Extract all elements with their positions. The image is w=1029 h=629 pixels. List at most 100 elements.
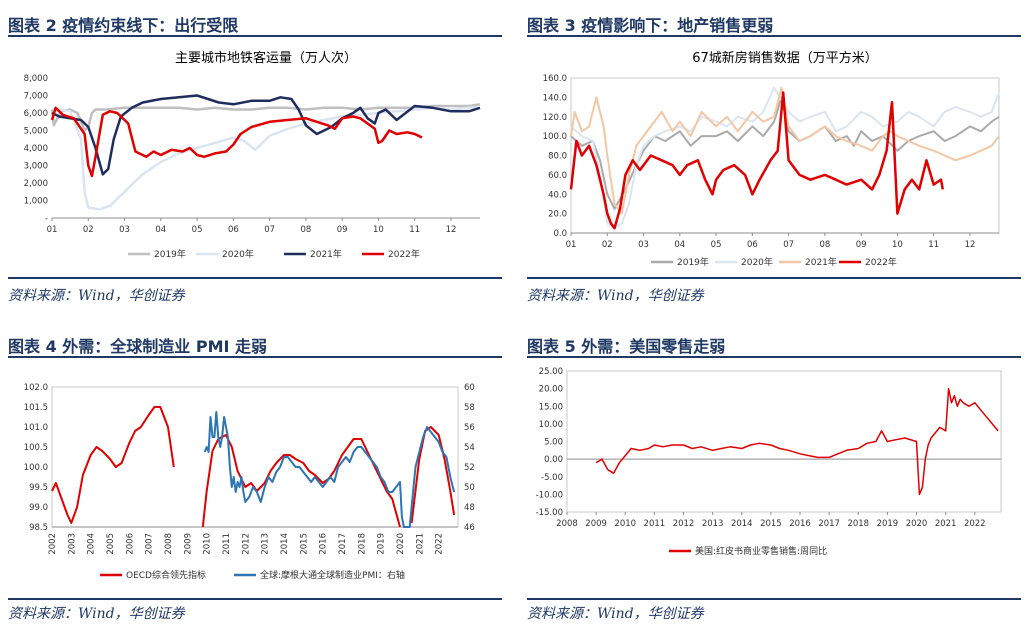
x-tick-label: 2014 [731,519,753,529]
source-divider [8,598,502,600]
y2-tick-label: 58 [464,403,475,413]
y-tick-label: 15.00 [539,402,563,412]
y-tick-label: 1,000 [24,197,48,207]
chart-title: 主要城市地铁客运量（万人次） [175,50,357,66]
x-tick-label: 09 [337,225,348,235]
series-line [570,96,1000,210]
source-note: 资料来源：Wind，华创证券 [8,288,185,304]
x-tick-label: 2011 [644,519,666,529]
y-tick-label: 25.00 [539,367,563,377]
chart-title: 67城新房销售数据（万平方米） [692,50,878,66]
y-tick-label: 20.0 [548,210,567,220]
figure-title: 图表 2 疫情约束线下：出行受限 [8,16,239,35]
legend-label: 全球:摩根大通全球制造业PMI：右轴 [260,569,405,581]
series-line [51,406,456,528]
figure-panel: 图表 3 疫情影响下：地产销售更弱 67城新房销售数据（万平方米） 0.0 20.0… [527,6,1021,311]
plot-frame [51,386,459,528]
x-tick-label: 11 [928,240,939,250]
series-line [570,86,1000,215]
legend-label: 美国:红皮书商业零售销售:周同比 [695,545,827,557]
legend-label: 2022年 [865,256,897,268]
x-tick-label: 05 [711,240,722,250]
figure-panel: 图表 5 外需：美国零售走弱 -15.00 -10.00 -5.00 0.00 5.00… [527,327,1021,627]
x-tick-label: 2010 [203,533,213,555]
figure-header: 图表 2 疫情约束线下：出行受限 [8,6,502,37]
series-line [569,91,945,230]
y-tick-label: -10.00 [536,490,563,500]
x-tick-label: 08 [819,240,830,250]
y-tick-label: 0.0 [553,229,567,239]
x-tick-label: 06 [228,225,239,235]
x-tick-label: 2015 [760,519,782,529]
y-tick-label: 120.0 [543,113,567,123]
x-tick-label: 2009 [585,519,607,529]
x-tick-label: 2019 [877,519,899,529]
legend-label: 2022年 [388,248,420,260]
x-tick-label: 2020 [396,533,406,555]
source-divider [8,277,502,279]
y-tick-label: 80.0 [548,152,567,162]
x-tick-label: 12 [965,240,976,250]
x-tick-label: 2008 [164,533,174,555]
legend-label: 2020年 [222,248,254,260]
y-tick-label: 40.0 [548,190,567,200]
x-tick-label: 2012 [673,519,695,529]
y-tick-label: 98.5 [29,523,48,533]
x-tick-label: 2006 [125,533,135,555]
y-tick-label: 100.0 [24,463,48,473]
x-tick-label: 2015 [299,533,309,555]
y-tick-label: -15.00 [536,508,563,518]
y-tick-label: 102.0 [24,383,48,393]
x-tick-label: 2014 [280,533,290,555]
x-tick-label: 03 [119,225,130,235]
x-tick-label: 2022 [964,519,986,529]
x-tick-label: 2004 [87,533,97,555]
x-tick-label: 2003 [67,533,77,555]
x-tick-label: 05 [192,225,203,235]
x-tick-label: 2009 [183,533,193,555]
y2-tick-label: 48 [464,503,475,513]
y-tick-label: 8,000 [24,74,48,84]
legend-label: 2021年 [805,256,837,268]
x-tick-label: 2005 [106,533,116,555]
figure-panel: 图表 2 疫情约束线下：出行受限 主要城市地铁客运量（万人次） - 1,000 2,0… [8,6,502,311]
source-divider [527,598,1021,600]
x-tick-label: 07 [264,225,275,235]
y-tick-label: 160.0 [543,74,567,84]
legend-label: OECD综合领先指标 [126,569,206,581]
x-tick-label: 2016 [789,519,811,529]
y-tick-label: 2,000 [24,179,48,189]
x-tick-label: 2013 [702,519,724,529]
y2-tick-label: 46 [464,523,475,533]
series-line [50,106,423,178]
x-tick-label: 09 [856,240,867,250]
chart-svg: 主要城市地铁客运量（万人次） - 1,000 2,000 3,000 4,000 5,000… [24,50,481,260]
x-tick-label: 03 [638,240,649,250]
source-note: 资料来源：Wind，华创证券 [527,288,704,304]
y-tick-label: 4,000 [24,144,48,154]
source-divider [527,277,1021,279]
x-tick-label: 2017 [818,519,840,529]
y2-tick-label: 54 [464,443,475,453]
figure-title: 图表 3 疫情影响下：地产销售更弱 [527,16,774,35]
x-tick-label: 2016 [319,533,329,555]
x-tick-label: 11 [409,225,420,235]
y-tick-label: 10.00 [539,420,563,430]
figure-title: 图表 4 外需：全球制造业 PMI 走弱 [8,337,268,356]
y2-tick-label: 52 [464,463,475,473]
x-tick-label: 12 [446,225,457,235]
source-note: 资料来源：Wind，华创证券 [8,606,185,622]
legend-label: 2021年 [310,248,342,260]
y-tick-label: 101.5 [24,403,48,413]
y-tick-label: -5.00 [541,473,563,483]
x-tick-label: 07 [783,240,794,250]
x-tick-label: 2018 [357,533,367,555]
title-divider [8,35,502,37]
series-line [51,106,480,211]
x-tick-label: 2002 [48,533,58,555]
chart-svg: -15.00 -10.00 -5.00 0.00 5.00 10.00 15.00 20.00… [536,367,1002,557]
x-tick-label: 2017 [338,533,348,555]
x-tick-label: 10 [373,225,384,235]
y-tick-label: 99.0 [29,503,48,513]
x-tick-label: 2018 [847,519,869,529]
